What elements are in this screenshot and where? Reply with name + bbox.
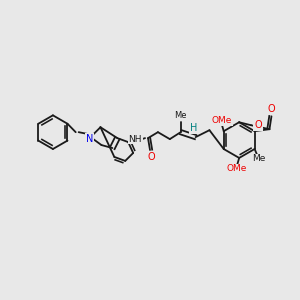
Text: O: O	[268, 104, 275, 114]
Text: NH: NH	[128, 135, 142, 144]
Text: O: O	[254, 120, 262, 130]
Text: H: H	[190, 123, 197, 133]
Text: OMe: OMe	[227, 164, 247, 173]
Text: OMe: OMe	[212, 116, 232, 125]
Text: Me: Me	[175, 111, 187, 120]
Text: N: N	[86, 134, 93, 144]
Text: O: O	[147, 152, 155, 162]
Text: Me: Me	[252, 154, 265, 164]
